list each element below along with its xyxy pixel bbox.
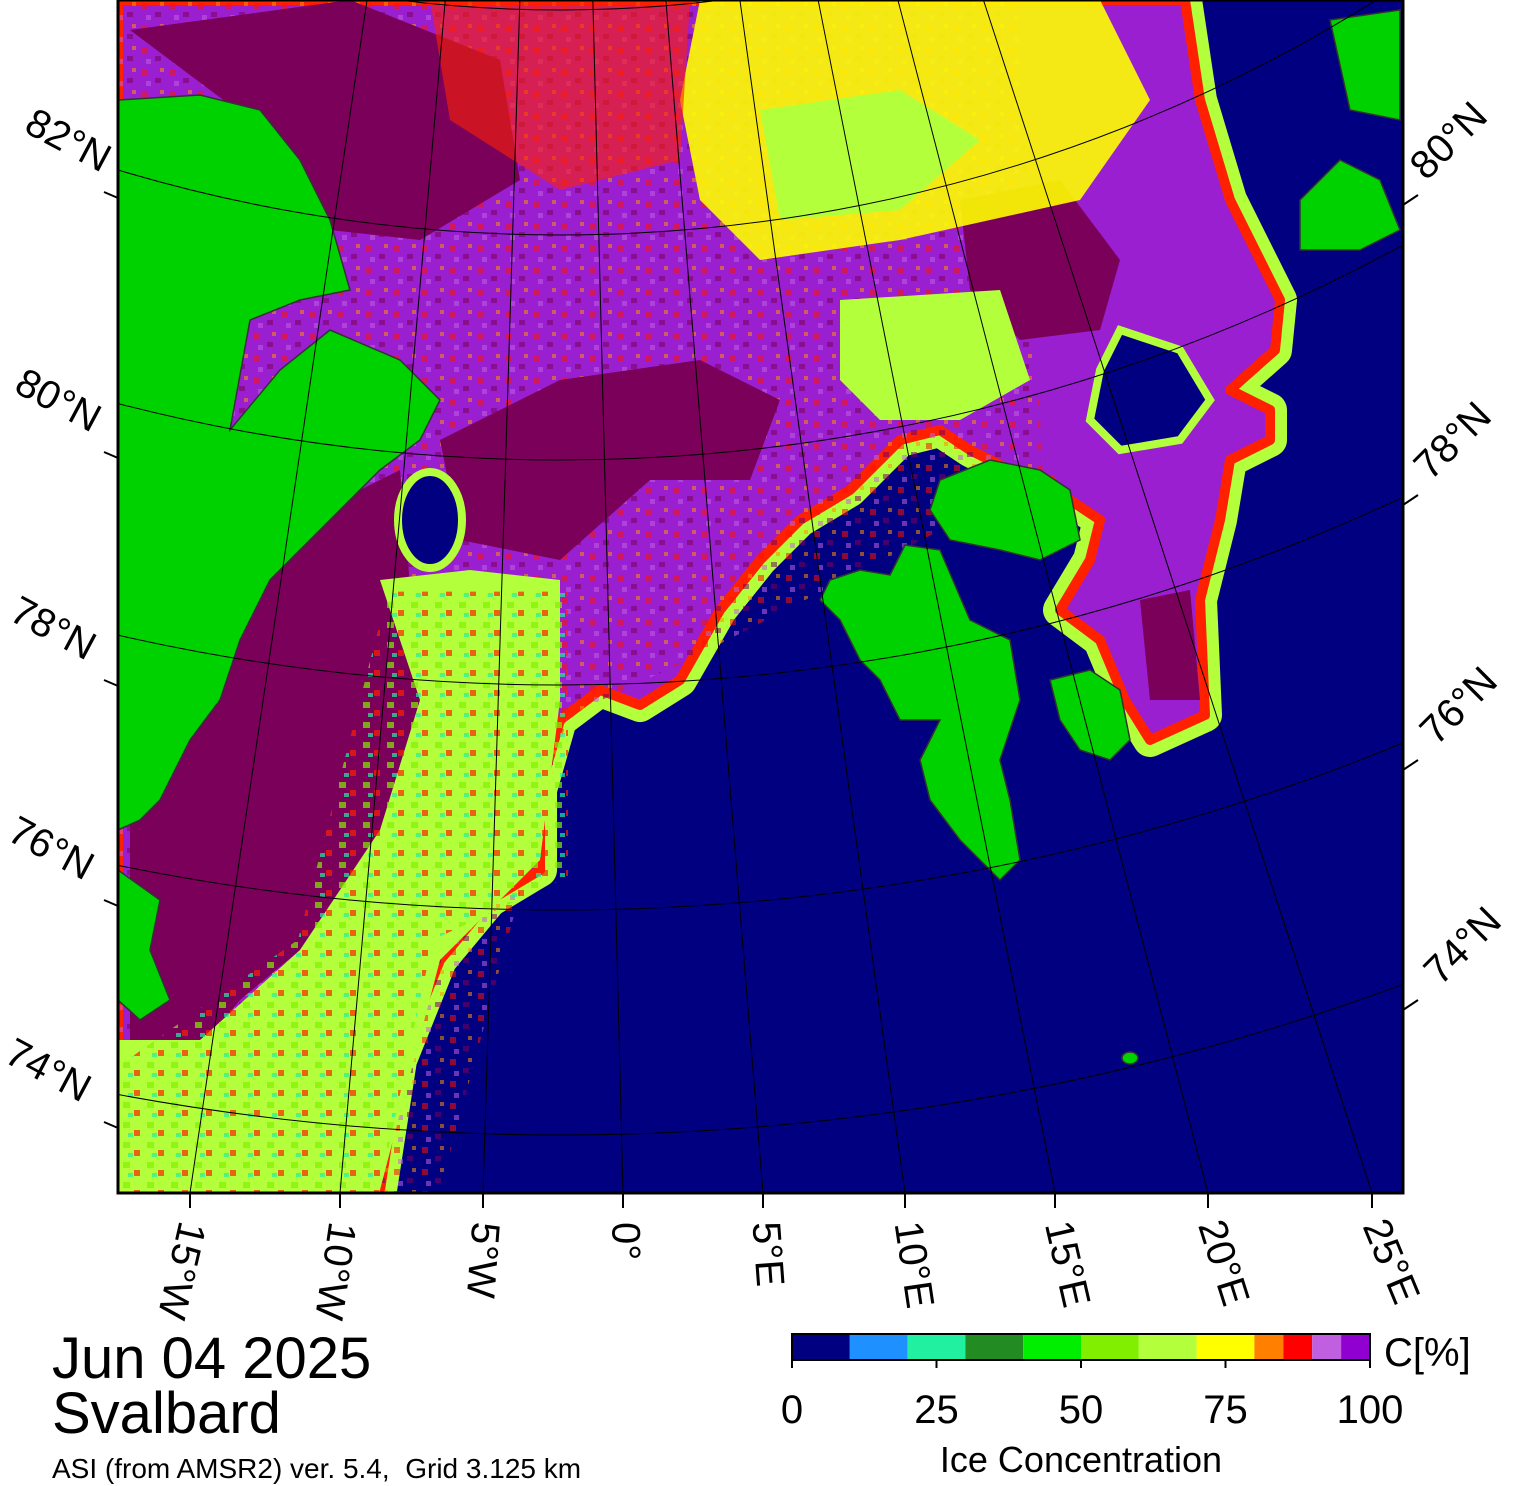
lat-tick — [103, 191, 119, 199]
lat-tick — [103, 451, 119, 459]
meridian — [897, 0, 1209, 1193]
lon-label: 10°W — [306, 1219, 364, 1323]
colorbar-segment — [792, 1334, 850, 1360]
colorbar: 0 25 50 75 100 — [781, 1334, 1404, 1432]
lon-label: 5°W — [458, 1221, 507, 1300]
lat-tick — [1402, 194, 1419, 206]
colorbar-segment — [965, 1334, 1024, 1360]
franz-josef-land — [1329, 9, 1401, 121]
polynya — [394, 468, 466, 572]
lat-tick — [1402, 494, 1419, 506]
date: Jun 04 2025 — [52, 1326, 371, 1391]
lat-label: 74°N — [1416, 899, 1510, 993]
greenland — [118, 869, 171, 1021]
map-frame — [116, 0, 1405, 1195]
lat-tick — [103, 679, 119, 687]
lat-label: 78°N — [3, 588, 103, 669]
meridian — [982, 0, 1373, 1193]
parallel — [118, 0, 1377, 236]
meridian — [817, 0, 1056, 1193]
greenland — [118, 94, 441, 831]
franz-josef-land — [1299, 159, 1401, 251]
lon-label: 10°E — [886, 1218, 942, 1311]
colorbar-segment — [849, 1334, 908, 1360]
ice-mixed — [840, 290, 1030, 420]
meridian — [665, 0, 764, 1193]
meridian — [592, 0, 624, 1193]
meridian — [482, 0, 521, 1193]
ice-thick — [440, 360, 780, 560]
lon-label: 0° — [603, 1222, 647, 1260]
lat-tick — [1402, 999, 1419, 1011]
colorbar-segment — [1283, 1334, 1313, 1360]
hopen — [1121, 1051, 1139, 1065]
edgeoya — [1049, 669, 1131, 761]
colorbar-segment — [1341, 1334, 1370, 1360]
colorbar-segment — [1254, 1334, 1284, 1360]
ice-thick — [130, 0, 520, 240]
region: Svalbard — [52, 1381, 281, 1446]
lat-label: 82°N — [18, 100, 118, 181]
lat-tick — [1402, 759, 1419, 771]
lon-label: 5°E — [743, 1220, 792, 1288]
parallel — [395, 0, 725, 11]
ice-thick — [1140, 590, 1200, 700]
colorbar-tick-label: 100 — [1337, 1388, 1404, 1432]
colorbar-segment — [907, 1334, 966, 1360]
lat-label: 80°N — [8, 360, 108, 441]
lat-tick — [103, 899, 119, 907]
colorbar-segment — [1196, 1334, 1255, 1360]
lat-label: 74°N — [0, 1030, 98, 1111]
lat-tick — [103, 1121, 119, 1129]
lat-label: 80°N — [1402, 94, 1496, 188]
lat-label: 78°N — [1406, 394, 1500, 488]
lon-label: 20°E — [1189, 1215, 1257, 1311]
map-area — [118, 0, 1403, 1193]
colorbar-segment — [1312, 1334, 1342, 1360]
colorbar-segment — [1081, 1334, 1139, 1360]
colorbar-tick-label: 0 — [781, 1388, 803, 1432]
meridian — [339, 0, 446, 1193]
nordaustlandet — [929, 459, 1081, 561]
lon-label: 25°E — [1354, 1213, 1428, 1310]
source: ASI (from AMSR2) ver. 5.4, Grid 3.125 km — [52, 1453, 581, 1484]
lat-label: 76°N — [1412, 659, 1506, 753]
ice-loose — [430, 0, 690, 190]
colorbar-unit: C[%] — [1384, 1331, 1471, 1375]
lat-label: 76°N — [1, 808, 101, 889]
colorbar-tick-label: 75 — [1203, 1388, 1248, 1432]
graticule — [118, 0, 1403, 1193]
land — [118, 9, 1401, 1065]
ice-loose — [760, 90, 980, 220]
spitsbergen — [819, 544, 1021, 882]
colorbar-tick-label: 25 — [914, 1388, 959, 1432]
colorbar-segment — [1023, 1334, 1081, 1360]
meridian — [739, 0, 906, 1193]
colorbar-segment — [1138, 1334, 1197, 1360]
meridian — [189, 0, 368, 1193]
colorbar-frame — [791, 1333, 1371, 1361]
colorbar-tick-label: 50 — [1059, 1388, 1104, 1432]
lon-label: 15°E — [1036, 1217, 1098, 1312]
lon-label: 15°W — [149, 1218, 214, 1324]
colorbar-label: Ice Concentration — [940, 1439, 1222, 1480]
